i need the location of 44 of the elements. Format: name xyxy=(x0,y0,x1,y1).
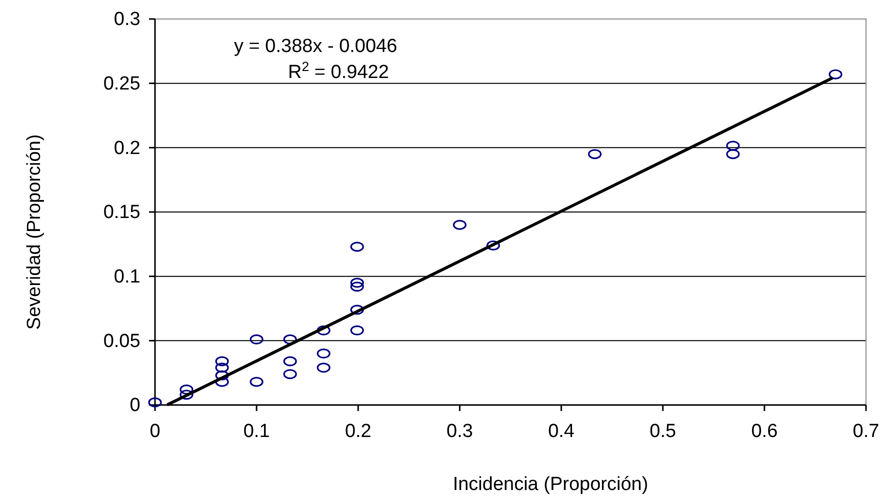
y-tick-label: 0.25 xyxy=(103,73,140,94)
x-axis-title: Incidencia (Proporción) xyxy=(452,474,648,495)
point xyxy=(180,384,194,395)
point xyxy=(588,149,602,160)
y-tick-label: 0.1 xyxy=(114,266,140,288)
x-tick-label: 0.3 xyxy=(446,420,473,442)
point xyxy=(726,149,740,160)
y-tick-label: 0.15 xyxy=(103,202,140,224)
x-tick-label: 0.5 xyxy=(650,420,676,442)
point xyxy=(283,369,297,380)
point xyxy=(350,325,364,336)
point xyxy=(250,376,264,387)
y-tick-label: 0 xyxy=(130,395,140,416)
y-axis-title: Severidad (Proporción) xyxy=(24,134,45,330)
point xyxy=(350,282,364,292)
point xyxy=(828,69,842,80)
point xyxy=(350,278,364,288)
point xyxy=(215,376,229,387)
point xyxy=(316,325,330,336)
x-tick-label: 0 xyxy=(150,420,160,442)
y-tick-label: 0.05 xyxy=(103,330,140,352)
point xyxy=(250,334,264,344)
x-tick-label: 0.1 xyxy=(243,420,270,442)
point xyxy=(726,140,740,151)
x-tick-label: 0.4 xyxy=(548,420,575,442)
point xyxy=(350,242,364,252)
point xyxy=(215,370,229,380)
point xyxy=(180,390,194,400)
annotation: R$^{2}$ = 0.9422 xyxy=(288,58,389,83)
annotation: y = 0.388x - 0.0046 xyxy=(234,36,398,57)
x-tick-label: 0.6 xyxy=(751,420,778,442)
point xyxy=(215,356,229,366)
x-tick-label: 0.7 xyxy=(852,420,880,442)
point xyxy=(452,220,467,230)
point xyxy=(316,348,330,359)
point xyxy=(215,362,229,373)
point xyxy=(486,240,500,250)
y-tick-label: 0.3 xyxy=(114,9,140,30)
point xyxy=(283,356,297,366)
point xyxy=(148,397,162,408)
point xyxy=(316,362,330,373)
point xyxy=(350,304,364,315)
x-tick-label: 0.2 xyxy=(344,420,372,442)
y-tick-label: 0.2 xyxy=(114,138,140,159)
